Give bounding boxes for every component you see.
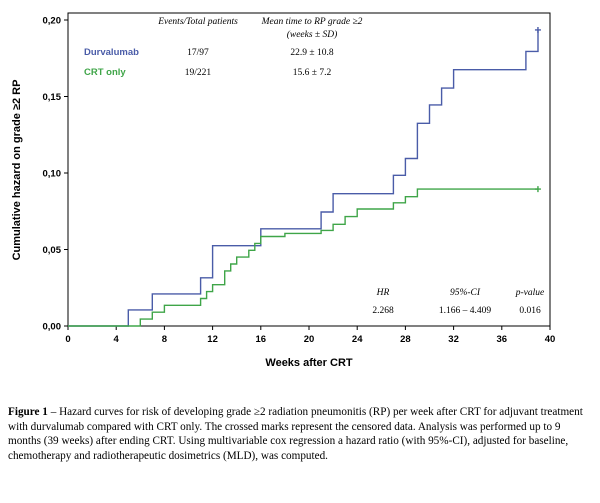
mean-crt-only: 15.6 ± 7.2 bbox=[293, 68, 332, 78]
y-tick-label: 0,00 bbox=[43, 322, 62, 333]
x-axis: 0 4 8 12 16 20 24 28 32 36 40 bbox=[65, 326, 555, 345]
y-axis-label: Cumulative hazard on grade ≥2 RP bbox=[11, 80, 23, 261]
ci-value: 1.166 – 4.409 bbox=[439, 306, 492, 316]
y-tick-label: 0,20 bbox=[43, 16, 62, 27]
caption-label: Figure 1 bbox=[8, 406, 48, 418]
y-tick-label: 0,10 bbox=[43, 169, 62, 180]
x-tick-label: 32 bbox=[448, 334, 459, 345]
plot-frame bbox=[67, 12, 551, 327]
series-layer bbox=[68, 26, 541, 327]
y-tick-label: 0,15 bbox=[43, 92, 62, 103]
events-durvalumab: 17/97 bbox=[187, 48, 209, 58]
censor-mark bbox=[534, 26, 541, 33]
hr-header: HR bbox=[376, 288, 390, 298]
x-tick-label: 28 bbox=[400, 334, 411, 345]
figure-caption: Figure 1 – Hazard curves for risk of dev… bbox=[8, 405, 592, 463]
y-tick-label: 0,05 bbox=[43, 245, 62, 256]
hr-value: 2.268 bbox=[372, 306, 394, 316]
x-axis-label: Weeks after CRT bbox=[265, 357, 352, 369]
caption-text: – Hazard curves for risk of developing g… bbox=[8, 406, 583, 462]
x-tick-label: 12 bbox=[207, 334, 218, 345]
events-crt-only: 19/221 bbox=[185, 68, 212, 78]
table-header-events: Events/Total patients bbox=[157, 17, 238, 27]
legend-crt-only: CRT only bbox=[84, 67, 126, 78]
x-tick-label: 20 bbox=[304, 334, 315, 345]
x-tick-label: 40 bbox=[545, 334, 556, 345]
table-header-mean: Mean time to RP grade ≥2 bbox=[261, 17, 363, 27]
x-tick-label: 36 bbox=[497, 334, 508, 345]
censor-mark bbox=[534, 186, 541, 193]
series-line-crt-only bbox=[68, 188, 538, 327]
table-header-mean-sub: (weeks ± SD) bbox=[287, 29, 338, 40]
x-tick-label: 24 bbox=[352, 334, 363, 345]
legend-durvalumab: Durvalumab bbox=[84, 47, 139, 58]
pvalue-value: 0.016 bbox=[519, 306, 541, 316]
x-tick-label: 0 bbox=[65, 334, 70, 345]
hazard-chart: 0,00 0,05 0,10 0,15 0,20 0 4 8 12 16 20 24 28 32 36 40… bbox=[11, 12, 555, 369]
x-tick-label: 8 bbox=[162, 334, 167, 345]
ci-header: 95%-CI bbox=[450, 288, 481, 298]
y-axis: 0,00 0,05 0,10 0,15 0,20 bbox=[43, 16, 68, 333]
x-tick-label: 4 bbox=[114, 334, 120, 345]
pvalue-header: p-value bbox=[515, 288, 545, 298]
mean-durvalumab: 22.9 ± 10.8 bbox=[290, 48, 333, 58]
x-tick-label: 16 bbox=[256, 334, 267, 345]
series-line-durvalumab bbox=[68, 29, 539, 327]
